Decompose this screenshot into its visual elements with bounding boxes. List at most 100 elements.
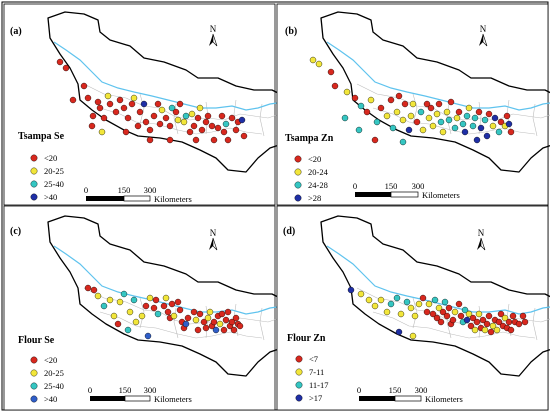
sample-point <box>365 296 373 304</box>
legend-label: 7-11 <box>309 367 324 377</box>
sample-point <box>88 122 96 130</box>
sample-point <box>236 322 244 330</box>
sample-point <box>409 332 417 340</box>
sample-point <box>224 308 232 316</box>
sample-point <box>423 308 431 316</box>
sample-point <box>445 116 453 124</box>
sample-point <box>122 128 130 136</box>
legend-marker <box>294 168 302 176</box>
scale-unit: Kilometers <box>154 394 192 404</box>
sample-point <box>351 94 359 102</box>
sample-point <box>170 312 178 320</box>
sample-point <box>106 100 114 108</box>
sample-point <box>166 136 174 144</box>
sample-point <box>100 302 108 310</box>
sample-point <box>124 326 132 334</box>
sample-point <box>451 124 459 132</box>
sample-point <box>150 112 158 120</box>
legend-title: Flour Se <box>18 335 55 346</box>
sample-point <box>443 312 451 320</box>
legend-label: <20 <box>44 153 57 163</box>
sample-point <box>156 120 164 128</box>
legend-marker <box>295 394 303 402</box>
scale-tick-label: 300 <box>144 185 157 195</box>
sample-point <box>505 120 513 128</box>
sample-points <box>84 284 244 340</box>
sample-point <box>224 136 232 144</box>
legend-label: 25-40 <box>44 381 64 391</box>
sample-point <box>202 118 210 126</box>
sample-point <box>475 108 483 116</box>
sample-point <box>172 108 180 116</box>
sample-point <box>168 104 176 112</box>
sample-point <box>126 308 134 316</box>
legend-label: >17 <box>309 393 322 403</box>
sample-point <box>431 296 439 304</box>
scale-tick-label: 150 <box>389 385 402 395</box>
panel-tsampa-zn: N (b) Tsampa Zn <20 20-24 24-28 >28 0 15… <box>276 3 550 206</box>
sample-point <box>80 82 88 90</box>
sample-point <box>309 56 317 64</box>
legend-label: 20-25 <box>44 368 64 378</box>
sample-point <box>220 128 228 136</box>
scale-tick-label: 150 <box>385 181 398 191</box>
sample-point <box>407 112 415 120</box>
sample-point <box>198 126 206 134</box>
sample-point <box>445 304 453 312</box>
legend-marker <box>295 355 303 363</box>
sample-point <box>465 310 473 318</box>
sample-point <box>331 82 339 90</box>
north-label: N <box>480 24 487 34</box>
sample-point <box>455 108 463 116</box>
sample-point <box>405 126 413 134</box>
sample-point <box>168 300 176 308</box>
sample-point <box>180 118 188 126</box>
sample-points <box>56 58 248 144</box>
sample-point <box>465 104 473 112</box>
scale-tick-label: 300 <box>415 385 428 395</box>
sample-point <box>216 320 224 328</box>
sample-point <box>493 326 501 334</box>
legend-marker <box>30 395 38 403</box>
sample-point <box>491 114 499 122</box>
sample-point <box>174 116 182 124</box>
sample-point <box>138 312 146 320</box>
sample-point <box>150 304 158 312</box>
sample-point <box>84 94 92 102</box>
sample-point <box>439 128 447 136</box>
sample-point <box>94 292 102 300</box>
sample-point <box>120 290 128 298</box>
legend-marker <box>294 155 302 163</box>
sample-point <box>355 126 363 134</box>
sample-point <box>120 104 128 112</box>
scale-tick-label: 0 <box>88 385 92 395</box>
sample-point <box>463 316 471 324</box>
sample-point <box>174 298 182 306</box>
legend-title: Flour Zn <box>287 333 326 344</box>
sample-point <box>152 296 160 304</box>
panel-tag: (b) <box>285 26 297 37</box>
legend-marker <box>294 181 302 189</box>
legend-label: <20 <box>308 154 321 164</box>
sample-point <box>473 318 481 326</box>
sample-point <box>176 100 184 108</box>
sample-point <box>489 122 497 130</box>
sample-point <box>481 326 489 334</box>
sample-point <box>202 324 210 332</box>
sample-point <box>417 108 425 116</box>
legend-label: 24-28 <box>308 180 328 190</box>
sample-point <box>387 300 395 308</box>
sample-point <box>182 112 190 120</box>
panel-tag: (d) <box>283 226 295 237</box>
sample-point <box>435 304 443 312</box>
sample-point <box>162 294 170 302</box>
sample-point <box>429 122 437 130</box>
sample-point <box>232 314 240 322</box>
sample-point <box>507 326 515 334</box>
sample-point <box>429 310 437 318</box>
sample-point <box>481 116 489 124</box>
sample-point <box>479 316 487 324</box>
north-arrow-icon: N <box>208 24 218 47</box>
sample-point <box>222 316 230 324</box>
legend: <20 20-24 24-28 >28 <box>294 154 329 203</box>
